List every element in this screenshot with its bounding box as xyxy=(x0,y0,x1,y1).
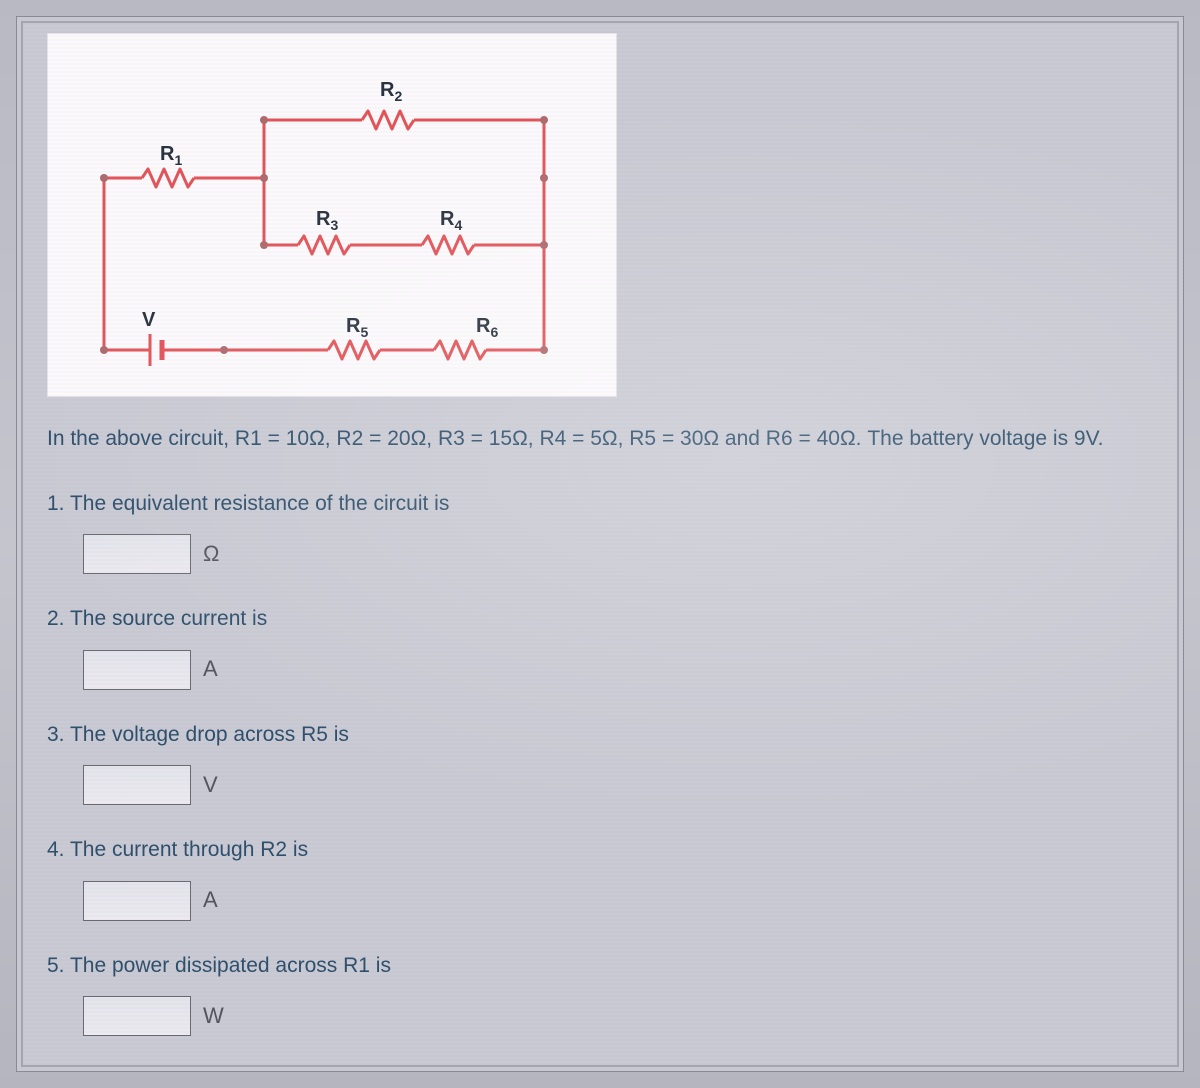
q5-answer-row: W xyxy=(83,996,1153,1037)
label-R3: R3 xyxy=(316,208,338,233)
q5-unit: W xyxy=(203,996,224,1037)
q1-unit: Ω xyxy=(203,534,219,575)
label-R1: R1 xyxy=(160,143,182,168)
q2-answer-row: A xyxy=(83,649,1153,690)
q3-input[interactable] xyxy=(83,765,191,805)
q1-answer-row: Ω xyxy=(83,534,1153,575)
q2-input[interactable] xyxy=(83,650,191,690)
label-R6: R6 xyxy=(476,315,498,340)
q4-text: 4. The current through R2 is xyxy=(47,831,1153,870)
question-block: In the above circuit, R1 = 10Ω, R2 = 20Ω… xyxy=(47,420,1153,1037)
label-R5: R5 xyxy=(346,315,368,340)
q2-text: 2. The source current is xyxy=(47,600,1153,639)
q4-answer-row: A xyxy=(83,880,1153,921)
intro-text: In the above circuit, R1 = 10Ω, R2 = 20Ω… xyxy=(47,420,1153,459)
q5-input[interactable] xyxy=(83,996,191,1036)
q3-unit: V xyxy=(203,765,218,806)
circuit-diagram: R1 R2 R3 R4 R5 R6 V xyxy=(64,50,584,380)
label-R2: R2 xyxy=(380,79,402,104)
q2-unit: A xyxy=(203,649,218,690)
label-R4: R4 xyxy=(440,208,462,233)
content-frame: R1 R2 R3 R4 R5 R6 V In the above circuit… xyxy=(21,21,1179,1067)
q1-text: 1. The equivalent resistance of the circ… xyxy=(47,485,1153,524)
q4-unit: A xyxy=(203,880,218,921)
q3-text: 3. The voltage drop across R5 is xyxy=(47,716,1153,755)
q3-answer-row: V xyxy=(83,765,1153,806)
q4-input[interactable] xyxy=(83,881,191,921)
q5-text: 5. The power dissipated across R1 is xyxy=(47,947,1153,986)
label-V: V xyxy=(142,309,156,331)
q1-input[interactable] xyxy=(83,534,191,574)
circuit-figure: R1 R2 R3 R4 R5 R6 V xyxy=(47,33,617,397)
outer-frame: R1 R2 R3 R4 R5 R6 V In the above circuit… xyxy=(16,16,1184,1072)
